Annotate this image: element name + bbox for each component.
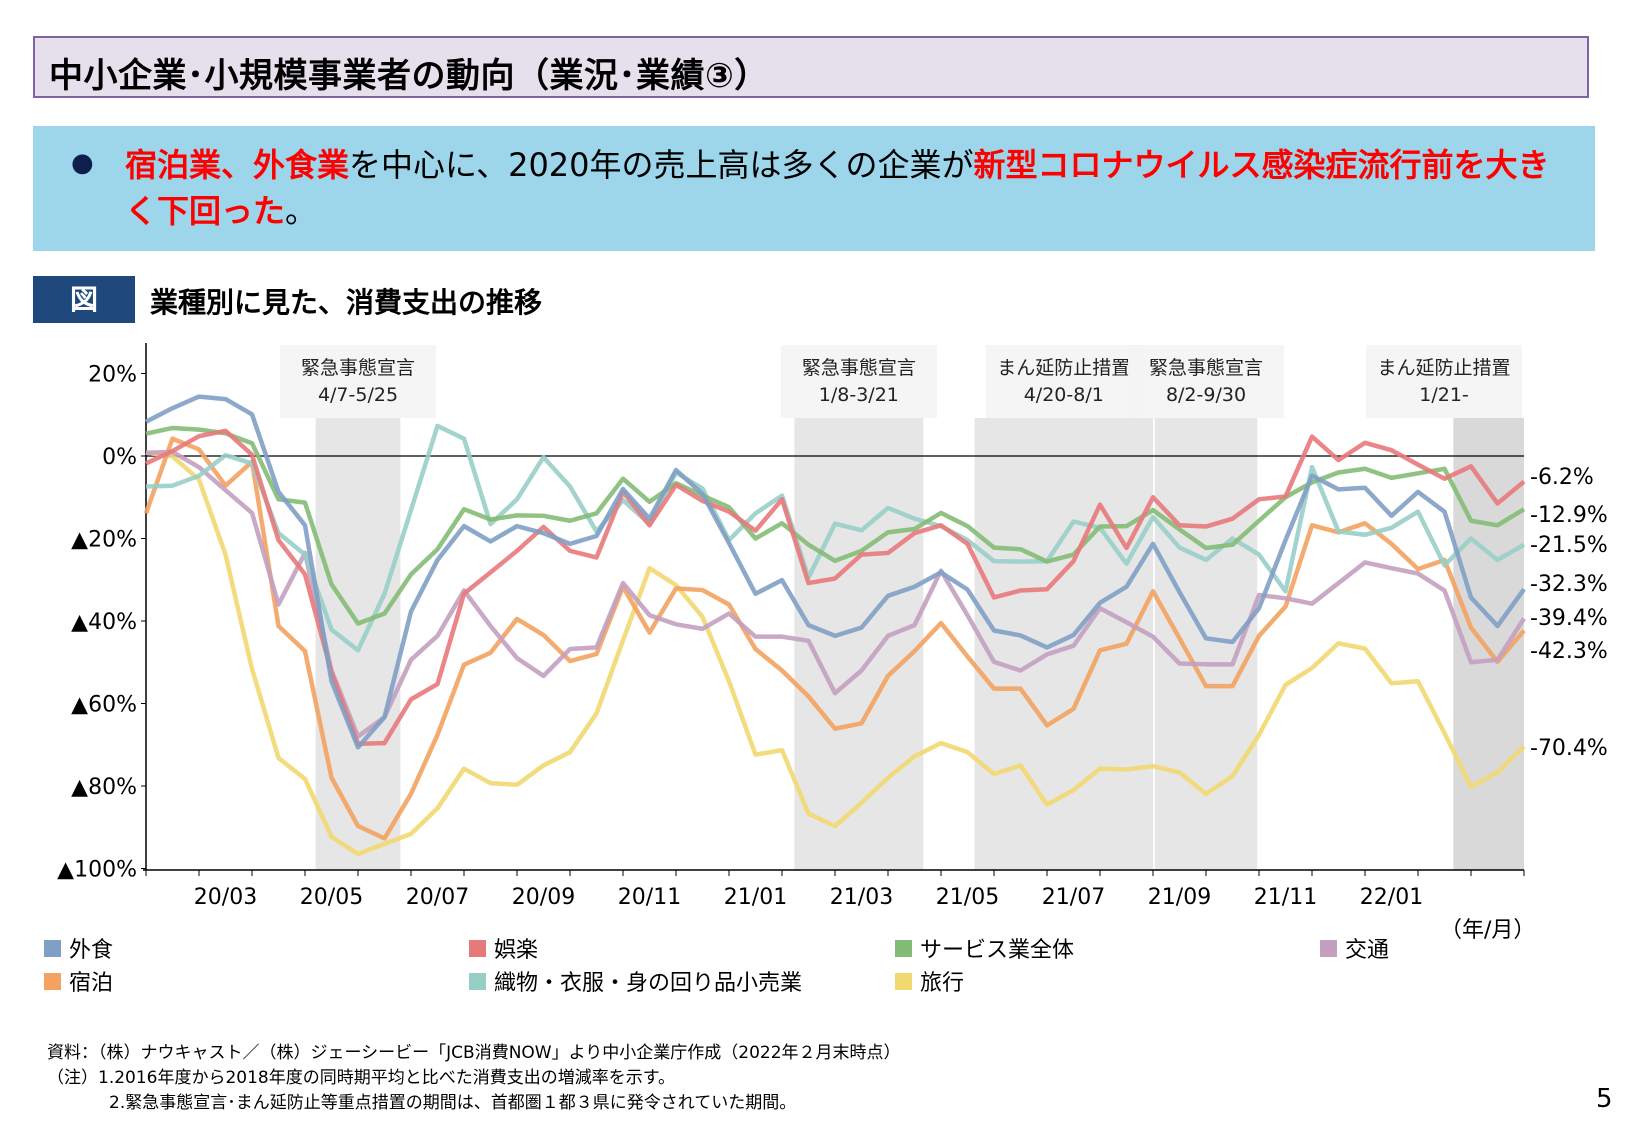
legend-label: 外食 xyxy=(69,938,114,963)
y-tick-label: ▲100% xyxy=(57,858,137,883)
legend-swatch-icon xyxy=(44,939,61,957)
period-range: 1/21- xyxy=(1419,384,1469,406)
legend-label: 旅行 xyxy=(920,971,965,996)
legend-swatch-icon xyxy=(44,972,61,990)
y-tick-label: ▲40% xyxy=(71,610,137,635)
figure-title: 業種別に見た、消費支出の推移 xyxy=(150,286,543,319)
legend-swatch-icon xyxy=(895,972,912,990)
legend-swatch-icon xyxy=(895,939,912,957)
legend-item: 外食 xyxy=(44,932,113,964)
period-range: 4/7-5/25 xyxy=(318,384,398,406)
legend-swatch-icon xyxy=(1320,939,1337,957)
summary-part: 新型コロナウイルス感染症流行前を大きく下回った xyxy=(125,146,1550,230)
end-value-label: -21.5% xyxy=(1530,533,1608,558)
line-chart: 緊急事態宣言 4/7-5/25 緊急事態宣言 1/8-3/21 まん延防止措置 4/20-… xyxy=(57,343,1608,910)
legend-swatch-icon xyxy=(469,939,486,957)
note-1: （注）1.2016年度から2018年度の同時期平均と比べた消費支出の増減率を示す… xyxy=(47,1068,676,1088)
figure-badge: 図 xyxy=(33,276,135,323)
y-tick-label: ▲80% xyxy=(71,775,137,800)
period-label-box xyxy=(1128,345,1284,418)
summary-part: 。 xyxy=(285,192,318,230)
summary-text: 宿泊業、外食業を中心に、2020年の売上高は多くの企業が新型コロナウイルス感染症… xyxy=(125,142,1565,234)
page-title: 中小企業･小規模事業者の動向（業況･業績③） xyxy=(49,56,769,96)
period-label-box xyxy=(280,345,436,418)
series-line-1 xyxy=(145,428,1526,747)
x-tick-label: 21/01 xyxy=(724,885,787,910)
legend-item: 交通 xyxy=(1320,932,1389,964)
series-line-0 xyxy=(144,394,1526,750)
legend-label: 宿泊 xyxy=(69,971,114,996)
legend-item: 娯楽 xyxy=(469,932,538,964)
y-tick-label: ▲60% xyxy=(71,693,137,718)
note-2: 2.緊急事態宣言･まん延防止等重点措置の期間は、首都圏１都３県に発令されていた期… xyxy=(109,1093,797,1113)
end-value-label: -42.3% xyxy=(1530,639,1608,664)
period-shade xyxy=(315,418,401,870)
period-label: 緊急事態宣言 xyxy=(802,357,916,379)
y-tick-label: ▲20% xyxy=(71,528,137,553)
x-tick-label: 20/11 xyxy=(618,885,681,910)
series-line-4 xyxy=(143,436,1526,841)
x-tick-label: 22/01 xyxy=(1360,885,1423,910)
end-value-label: -12.9% xyxy=(1530,503,1608,528)
period-label: まん延防止措置 xyxy=(1377,357,1510,379)
x-axis-unit: （年/月） xyxy=(1440,918,1536,943)
series-line-6 xyxy=(145,450,1526,857)
series-line-2 xyxy=(145,425,1526,626)
legend-label: 娯楽 xyxy=(494,938,539,963)
period-label-box xyxy=(780,345,937,418)
period-label: まん延防止措置 xyxy=(997,357,1130,379)
legend-label: 交通 xyxy=(1345,938,1390,963)
x-tick-label: 20/07 xyxy=(406,885,469,910)
x-tick-label: 21/11 xyxy=(1254,885,1317,910)
y-tick-label: 0% xyxy=(102,445,137,470)
legend-item: 旅行 xyxy=(895,965,964,997)
x-tick-label: 20/05 xyxy=(300,885,363,910)
legend-item: サービス業全体 xyxy=(895,932,1074,964)
legend-swatch-icon xyxy=(469,972,486,990)
page-title-box: 中小企業･小規模事業者の動向（業況･業績③） xyxy=(33,36,1589,98)
period-label-box xyxy=(985,345,1142,418)
summary-box: ● 宿泊業、外食業を中心に、2020年の売上高は多くの企業が新型コロナウイルス感… xyxy=(33,126,1595,251)
end-value-label: -39.4% xyxy=(1530,606,1608,631)
legend-item: 宿泊 xyxy=(44,965,113,997)
period-range: 8/2-9/30 xyxy=(1166,384,1246,406)
end-value-label: -6.2% xyxy=(1530,465,1594,490)
end-value-label: -32.3% xyxy=(1530,572,1608,597)
page-number: 5 xyxy=(1596,1084,1613,1114)
end-value-label: -70.4% xyxy=(1530,736,1608,761)
period-range: 4/20-8/1 xyxy=(1024,384,1104,406)
summary-part: 宿泊業 xyxy=(125,146,222,184)
summary-part: を中心に、2020年の売上高は多くの企業が xyxy=(349,146,974,184)
bullet-icon: ● xyxy=(71,148,94,178)
series-line-5 xyxy=(145,423,1526,653)
period-label: 緊急事態宣言 xyxy=(301,357,415,379)
x-tick-label: 20/03 xyxy=(194,885,257,910)
source-note: 資料：（株）ナウキャスト／（株）ジェーシービー「JCB消費NOW」より中小企業庁… xyxy=(47,1043,901,1063)
x-tick-label: 20/09 xyxy=(512,885,575,910)
x-tick-label: 21/03 xyxy=(830,885,893,910)
summary-part: 外食業 xyxy=(253,146,350,184)
y-tick-label: 20% xyxy=(88,363,137,388)
summary-part: 、 xyxy=(221,146,254,184)
period-label-box xyxy=(1366,345,1522,418)
series-line-3 xyxy=(145,449,1526,739)
x-tick-label: 21/07 xyxy=(1042,885,1105,910)
legend-label: 織物・衣服・身の回り品小売業 xyxy=(494,971,803,996)
legend-item: 織物・衣服・身の回り品小売業 xyxy=(469,965,802,997)
period-shade xyxy=(794,418,924,870)
x-tick-label: 21/05 xyxy=(936,885,999,910)
legend-label: サービス業全体 xyxy=(920,938,1075,963)
period-label: 緊急事態宣言 xyxy=(1149,357,1263,379)
x-tick-label: 21/09 xyxy=(1148,885,1211,910)
period-range: 1/8-3/21 xyxy=(819,384,899,406)
